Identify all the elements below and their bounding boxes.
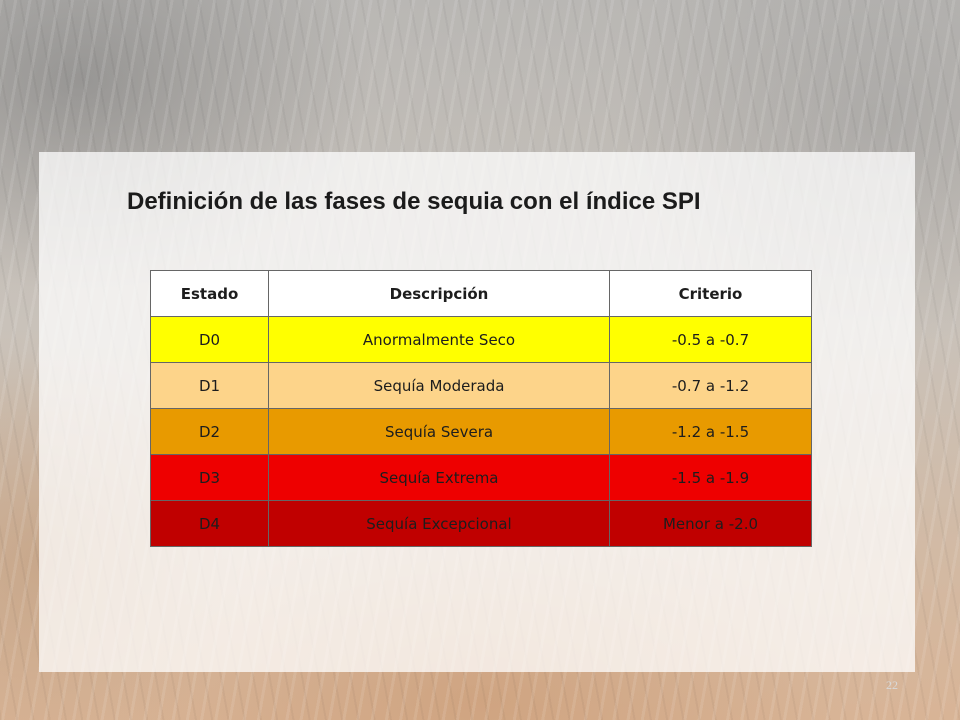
- table-header-row: Estado Descripción Criterio: [150, 270, 812, 317]
- cell-criterio: -1.5 a -1.9: [609, 454, 812, 501]
- slide-title: Definición de las fases de sequia con el…: [127, 188, 701, 215]
- cell-descripcion: Anormalmente Seco: [268, 316, 610, 363]
- cell-descripcion: Sequía Extrema: [268, 454, 610, 501]
- table-row: D0 Anormalmente Seco -0.5 a -0.7: [150, 316, 812, 363]
- page-number: 22: [886, 678, 898, 692]
- cell-criterio: -1.2 a -1.5: [609, 408, 812, 455]
- cell-criterio: Menor a -2.0: [609, 500, 812, 547]
- header-estado: Estado: [150, 270, 269, 317]
- cell-criterio: -0.5 a -0.7: [609, 316, 812, 363]
- header-descripcion: Descripción: [268, 270, 610, 317]
- header-criterio: Criterio: [609, 270, 812, 317]
- cell-descripcion: Sequía Excepcional: [268, 500, 610, 547]
- cell-estado: D0: [150, 316, 269, 363]
- cell-descripcion: Sequía Moderada: [268, 362, 610, 409]
- table-row: D1 Sequía Moderada -0.7 a -1.2: [150, 362, 812, 409]
- cell-estado: D3: [150, 454, 269, 501]
- table-row: D2 Sequía Severa -1.2 a -1.5: [150, 408, 812, 455]
- cell-estado: D1: [150, 362, 269, 409]
- cell-estado: D4: [150, 500, 269, 547]
- spi-drought-table: Estado Descripción Criterio D0 Anormalme…: [150, 270, 812, 547]
- cell-criterio: -0.7 a -1.2: [609, 362, 812, 409]
- cell-estado: D2: [150, 408, 269, 455]
- table-row: D4 Sequía Excepcional Menor a -2.0: [150, 500, 812, 547]
- cell-descripcion: Sequía Severa: [268, 408, 610, 455]
- table-row: D3 Sequía Extrema -1.5 a -1.9: [150, 454, 812, 501]
